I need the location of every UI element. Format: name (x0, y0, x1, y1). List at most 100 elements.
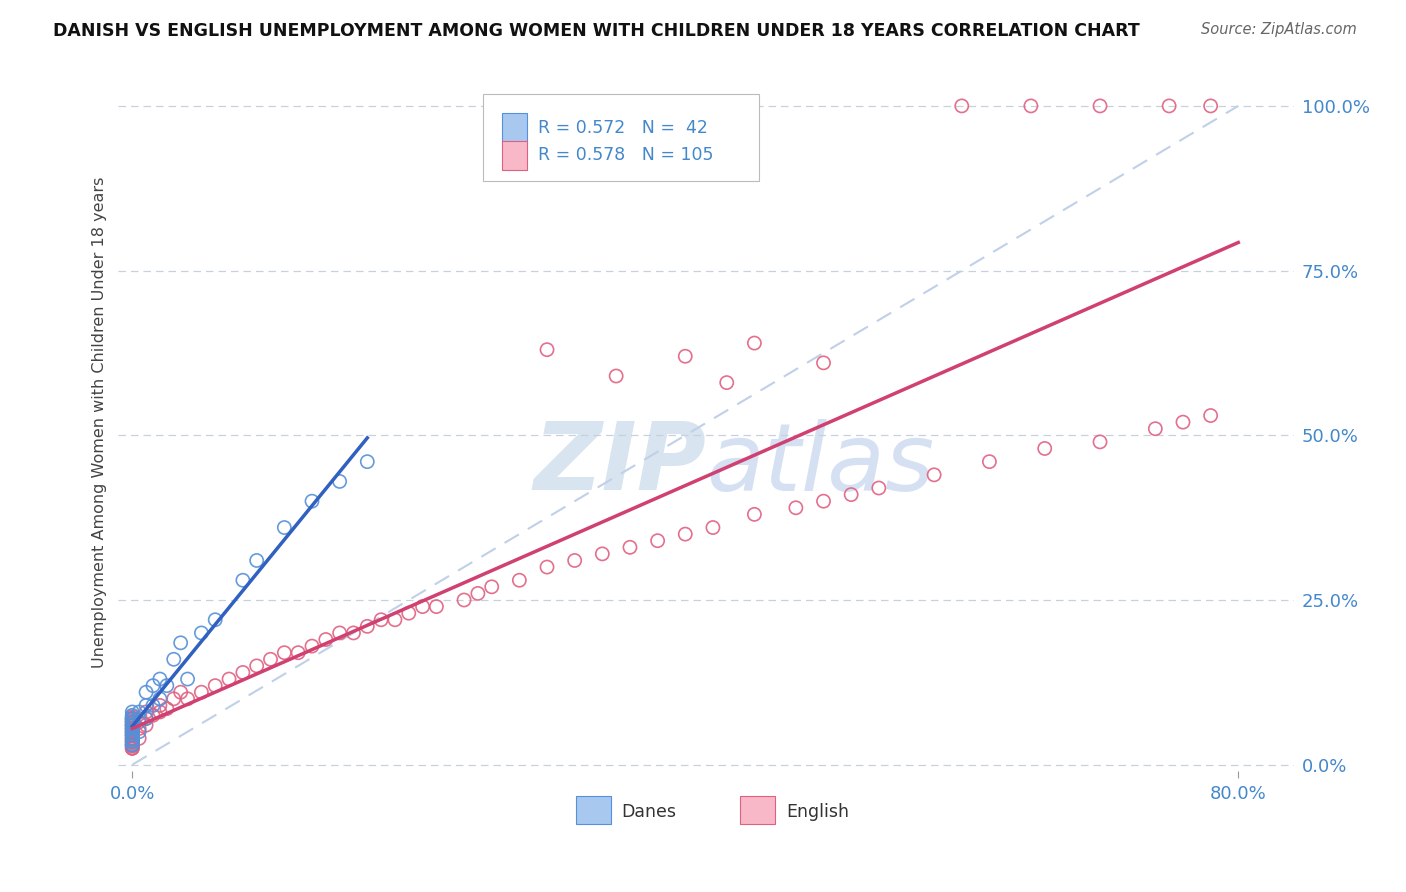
Point (121, 722, 143, 736)
Point (453, 593, 475, 607)
Point (128, 712, 150, 726)
Point (204, 613, 226, 627)
Point (121, 724, 143, 739)
Point (128, 722, 150, 736)
Text: Source: ZipAtlas.com: Source: ZipAtlas.com (1201, 22, 1357, 37)
Point (508, 573, 530, 587)
Point (301, 639, 323, 653)
Point (128, 714, 150, 729)
Point (716, 376, 738, 390)
Point (121, 718, 143, 732)
Point (121, 712, 143, 726)
Point (121, 716, 143, 731)
Point (813, 356, 835, 370)
Point (1159, 99, 1181, 113)
Point (190, 626, 212, 640)
Point (135, 712, 157, 726)
Point (839, 487, 862, 501)
Point (1019, 99, 1042, 113)
Text: R = 0.578   N = 105: R = 0.578 N = 105 (538, 146, 713, 164)
Point (135, 718, 157, 732)
Point (121, 732, 143, 747)
Point (813, 494, 835, 508)
Point (121, 712, 143, 726)
Point (149, 698, 172, 713)
Point (121, 718, 143, 732)
Point (673, 349, 696, 363)
Point (121, 726, 143, 740)
Point (673, 527, 696, 541)
Point (135, 712, 157, 726)
Text: DANISH VS ENGLISH UNEMPLOYMENT AMONG WOMEN WITH CHILDREN UNDER 18 YEARS CORRELAT: DANISH VS ENGLISH UNEMPLOYMENT AMONG WOM… (53, 22, 1140, 40)
Point (329, 626, 352, 640)
Point (1088, 434, 1111, 449)
FancyBboxPatch shape (502, 113, 527, 143)
Point (121, 731, 143, 746)
Point (121, 734, 143, 748)
Point (121, 722, 143, 736)
Point (121, 728, 143, 742)
Point (121, 738, 143, 752)
Point (398, 606, 420, 620)
Point (702, 520, 724, 534)
Text: atlas: atlas (706, 418, 934, 509)
Point (121, 728, 143, 742)
Point (121, 714, 143, 729)
Point (121, 714, 143, 729)
Point (169, 636, 191, 650)
Point (121, 722, 143, 736)
Point (121, 714, 143, 729)
Point (121, 731, 143, 746)
Point (128, 724, 150, 739)
Point (169, 685, 191, 699)
Point (128, 731, 150, 746)
Point (481, 580, 503, 594)
Point (163, 691, 186, 706)
Point (142, 679, 165, 693)
Point (1199, 99, 1222, 113)
Point (135, 705, 157, 719)
Point (121, 724, 143, 739)
Text: Danes: Danes (621, 803, 676, 821)
Point (121, 741, 143, 756)
Point (121, 713, 143, 727)
Point (121, 741, 143, 756)
Point (232, 573, 254, 587)
Point (273, 646, 295, 660)
Point (342, 626, 364, 640)
Point (425, 599, 447, 614)
Point (149, 691, 172, 706)
Point (370, 613, 392, 627)
Point (744, 508, 766, 522)
Point (785, 500, 807, 515)
Point (301, 494, 323, 508)
FancyBboxPatch shape (575, 797, 610, 824)
Point (121, 722, 143, 736)
Point (121, 730, 143, 744)
Point (412, 599, 434, 614)
Point (356, 619, 378, 633)
Point (121, 724, 143, 739)
Point (246, 553, 269, 567)
Point (273, 520, 295, 534)
Point (121, 728, 143, 742)
Point (176, 672, 198, 686)
Text: English: English (786, 803, 849, 821)
Point (121, 724, 143, 739)
Point (121, 734, 143, 748)
Point (536, 343, 558, 357)
Point (121, 728, 143, 742)
Point (121, 734, 143, 748)
Point (121, 714, 143, 729)
FancyBboxPatch shape (740, 797, 775, 824)
Point (121, 718, 143, 732)
Point (163, 652, 186, 666)
Point (384, 613, 406, 627)
Point (868, 481, 890, 495)
Point (121, 738, 143, 752)
FancyBboxPatch shape (482, 94, 759, 181)
Point (135, 685, 157, 699)
Point (121, 738, 143, 752)
Point (176, 691, 198, 706)
Point (149, 672, 172, 686)
